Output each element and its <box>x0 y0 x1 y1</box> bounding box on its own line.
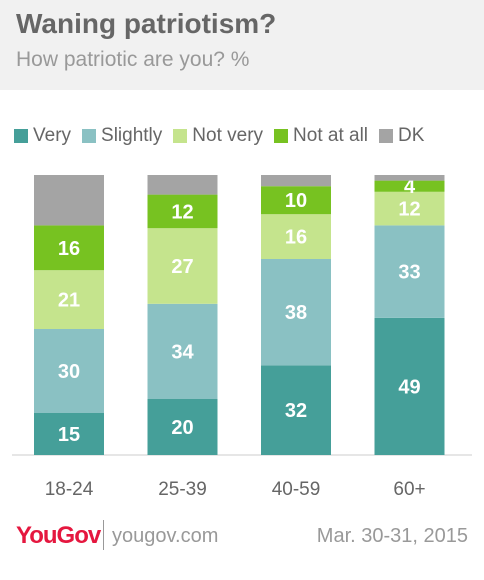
legend-swatch <box>82 129 97 143</box>
bar-segment <box>34 329 104 413</box>
data-label: 12 <box>398 199 420 221</box>
bar-segment <box>34 413 104 455</box>
category-label: 18-24 <box>45 479 94 500</box>
data-label: 4 <box>404 176 416 198</box>
chart-subtitle: How patriotic are you? % <box>16 48 250 71</box>
yougov-logo: YouGov <box>16 522 101 549</box>
bar-segment <box>147 175 218 195</box>
footer-date: Mar. 30-31, 2015 <box>316 525 468 547</box>
data-label: 15 <box>58 424 80 446</box>
legend-item-2: Not very <box>173 125 263 147</box>
bar-segment <box>261 214 331 259</box>
bar-segment <box>261 186 331 215</box>
chart-title: Waning patriotism? <box>16 8 277 39</box>
legend-item-1: Slightly <box>82 125 162 147</box>
legend-item-0: Very <box>14 125 71 147</box>
bar-segment <box>261 175 331 187</box>
footer-site: yougov.com <box>112 525 219 547</box>
data-label: 30 <box>58 361 80 383</box>
legend-label: Not at all <box>293 125 369 146</box>
data-label: 16 <box>58 238 80 260</box>
bar-segment <box>147 194 218 229</box>
bar-segment <box>374 180 445 192</box>
legend-label: Very <box>33 125 72 146</box>
bar-segment <box>374 191 445 226</box>
legend-swatch <box>173 129 188 143</box>
data-label: 10 <box>285 190 307 212</box>
bar-segment <box>34 225 104 271</box>
legend-label: Slightly <box>101 125 163 146</box>
data-label: 20 <box>171 417 193 439</box>
data-label: 34 <box>171 341 194 363</box>
bar-segment <box>147 399 218 455</box>
data-label: 12 <box>171 201 193 223</box>
bar-segment <box>374 317 445 455</box>
bar-segment <box>374 225 445 318</box>
footer-divider <box>103 520 104 550</box>
data-label: 16 <box>285 227 307 249</box>
legend-swatch <box>274 129 289 143</box>
legend-swatch <box>379 129 394 143</box>
data-label: 21 <box>58 290 80 312</box>
legend-item-4: DK <box>379 125 424 147</box>
category-label: 40-59 <box>272 479 321 500</box>
data-label: 27 <box>171 256 193 278</box>
bar-segment <box>34 270 104 329</box>
legend-label: Not very <box>192 125 264 146</box>
legend: Very Slightly Not very Not at all DK <box>14 124 435 148</box>
legend-swatch <box>14 129 28 143</box>
header-band: Waning patriotism? How patriotic are you… <box>0 0 484 90</box>
legend-label: DK <box>398 125 425 146</box>
bar-segment <box>147 228 218 304</box>
legend-item-3: Not at all <box>274 125 368 147</box>
data-label: 38 <box>285 302 307 324</box>
bar-segment <box>34 175 104 226</box>
data-label: 49 <box>398 376 420 398</box>
category-label: 60+ <box>393 479 425 500</box>
category-label: 25-39 <box>158 479 207 500</box>
bar-segment <box>147 303 218 399</box>
data-label: 33 <box>398 262 420 284</box>
bar-segment <box>261 259 331 366</box>
stacked-bar-chart: 15 30 21 16 18-24 20 34 27 12 25-39 32 38 16 10 40-59 4… <box>12 175 472 500</box>
data-label: 32 <box>285 400 307 422</box>
bar-segment <box>261 365 331 455</box>
bar-segment <box>374 175 445 181</box>
